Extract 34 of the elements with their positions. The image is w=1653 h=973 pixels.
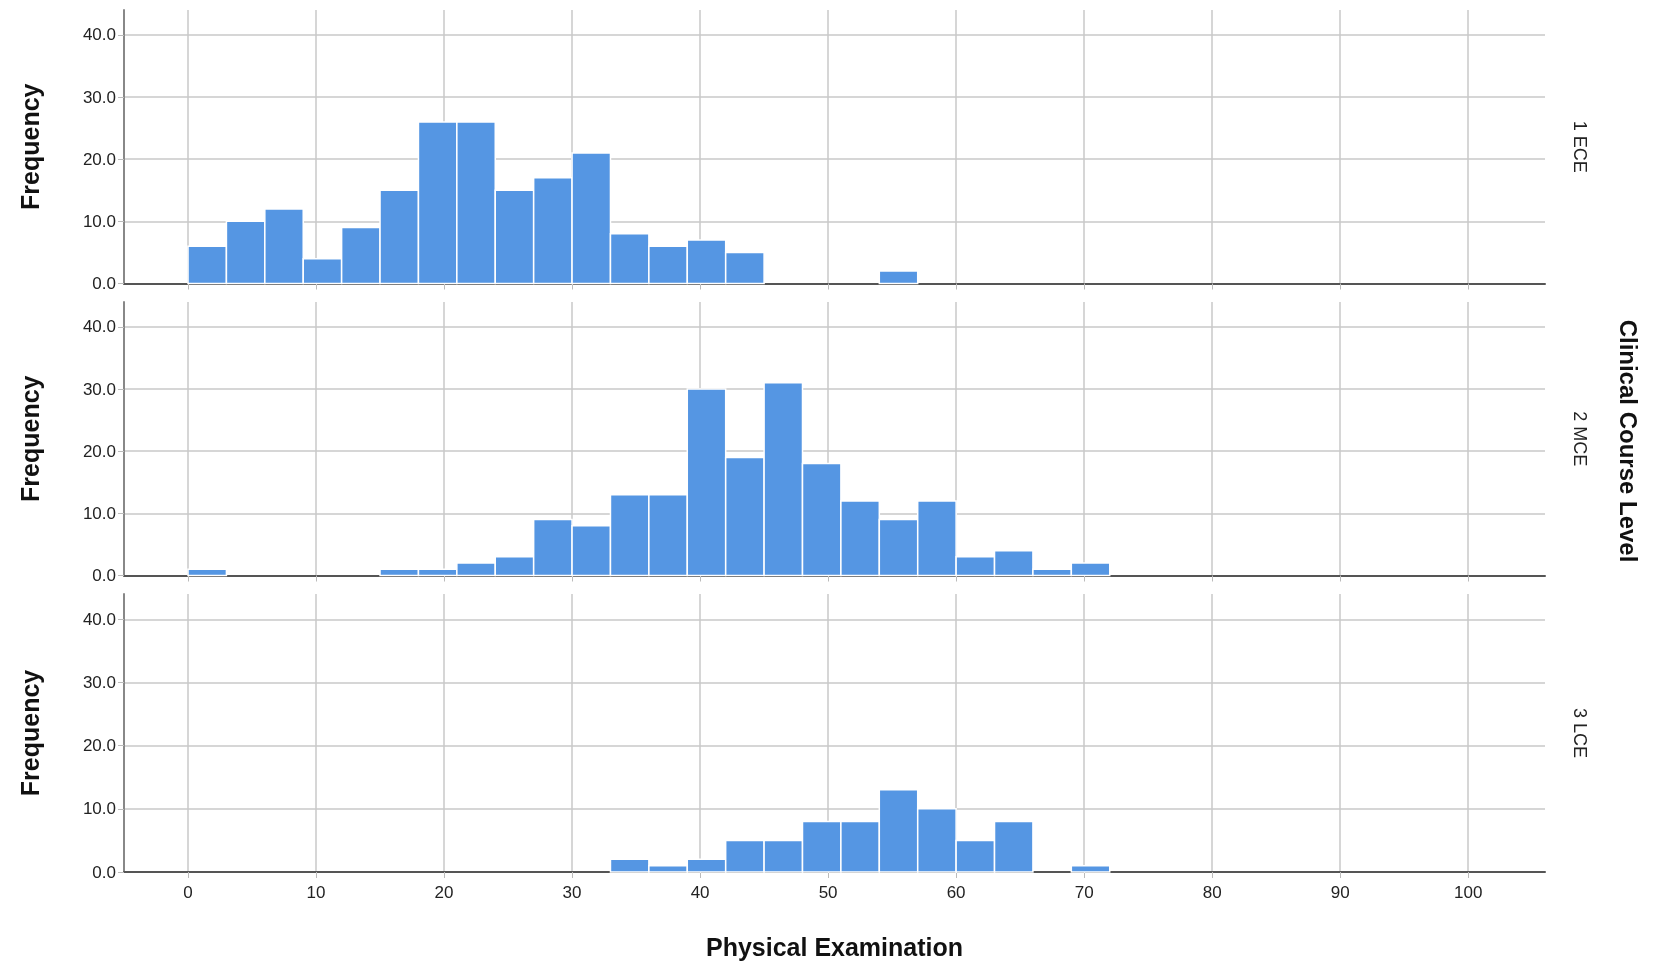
y-tick-label: 40.0 — [82, 25, 116, 45]
y-tick-label: 30.0 — [82, 87, 116, 107]
y-tick-label: 10.0 — [82, 799, 116, 819]
x-tick-label: 30 — [562, 883, 582, 902]
y2-axis-title: 1 ECE — [1570, 120, 1590, 173]
y-axis-title: Frequency — [15, 375, 44, 502]
y-tick-label: 10.0 — [82, 503, 116, 523]
y-tick-label: 40.0 — [82, 609, 116, 629]
y-axis-title: Frequency — [15, 669, 44, 797]
y-tick-label: 20.0 — [82, 149, 116, 169]
x-tick-label: 100 — [1454, 883, 1483, 902]
x-tick-label: 20 — [434, 883, 454, 902]
y2-axis-title: 2 MCE — [1570, 411, 1590, 467]
text: Clinical Course Level — [1614, 319, 1642, 563]
y-tick-label: 30.0 — [82, 672, 116, 692]
y-tick-label: 40.0 — [82, 317, 116, 337]
y-tick-label: 10.0 — [82, 211, 116, 231]
x-tick-label: 40 — [690, 883, 710, 902]
x-axis-title: Physical Examination — [705, 932, 964, 961]
x-tick-label: 60 — [946, 883, 966, 902]
x-tick-label: 70 — [1074, 883, 1094, 902]
y-tick-label: 0.0 — [92, 566, 116, 585]
y-axis-title: Frequency — [15, 83, 44, 210]
x-tick-label: 0 — [183, 883, 193, 902]
y-tick-label: 20.0 — [82, 441, 116, 461]
y-tick-label: 30.0 — [82, 379, 116, 399]
x-tick-label: 50 — [818, 883, 838, 902]
x-tick-label: 80 — [1202, 883, 1222, 902]
y-tick-label: 0.0 — [92, 862, 116, 882]
y-tick-label: 0.0 — [92, 274, 116, 293]
y2-axis-title: 3 LCE — [1570, 707, 1590, 759]
x-tick-label: 90 — [1330, 883, 1350, 902]
x-tick-label: 10 — [306, 883, 326, 902]
y-tick-label: 20.0 — [82, 736, 116, 756]
